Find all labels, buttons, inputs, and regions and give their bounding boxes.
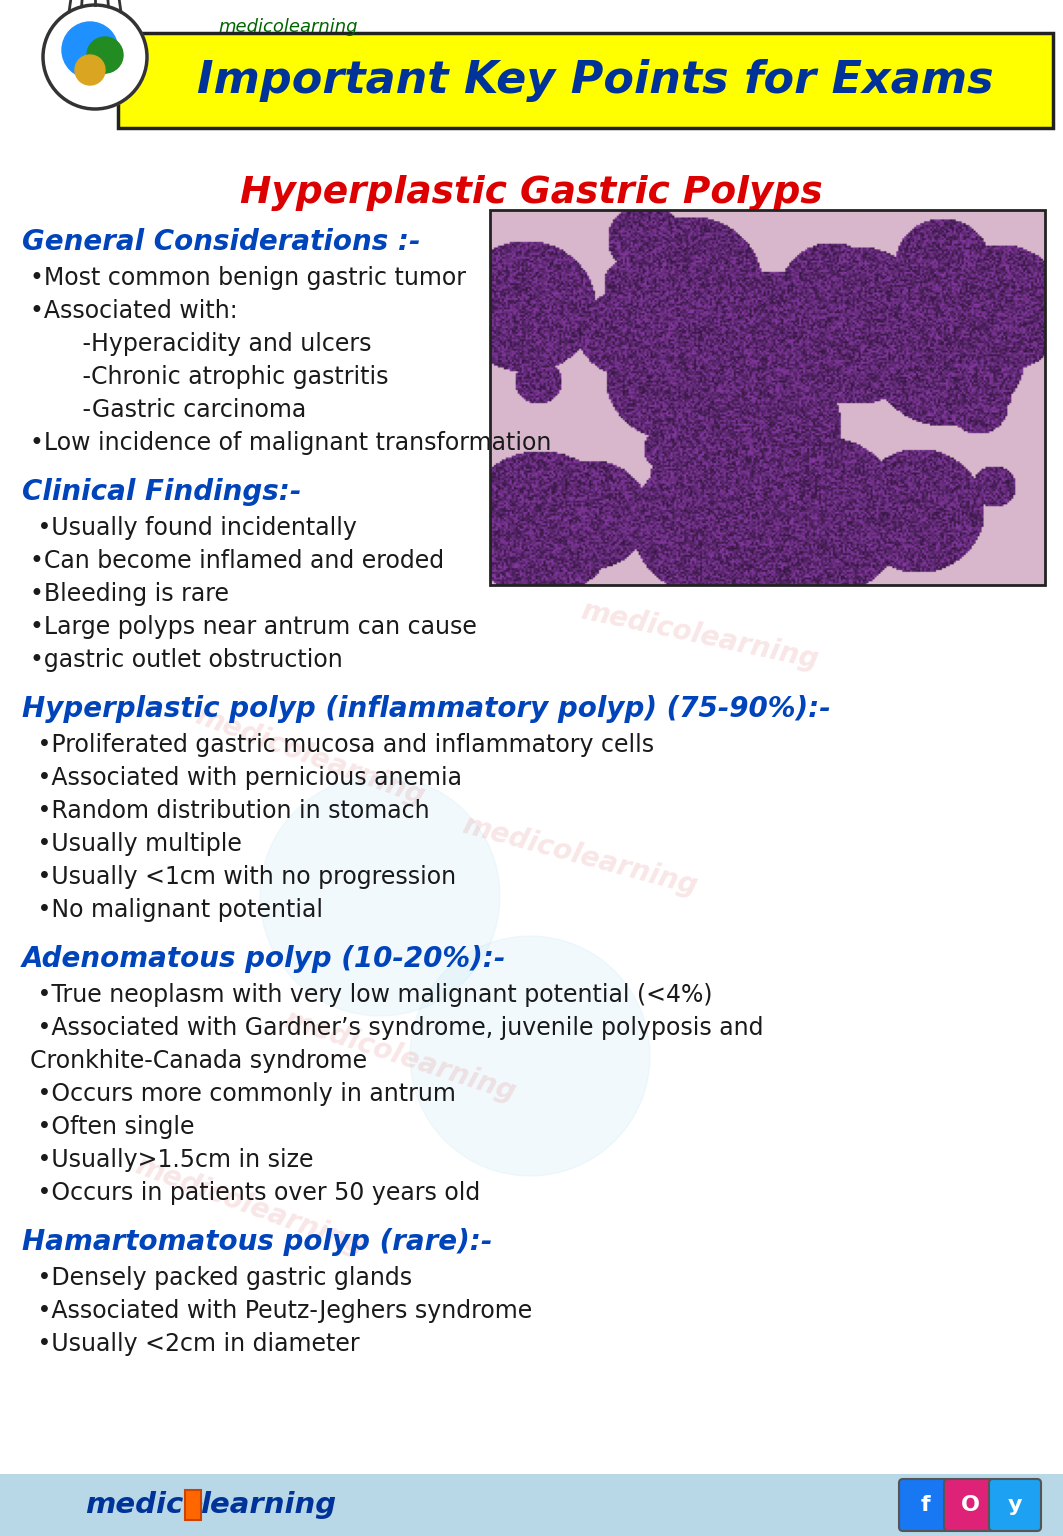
Text: -Gastric carcinoma: -Gastric carcinoma xyxy=(30,398,306,422)
Text: •Low incidence of malignant transformation: •Low incidence of malignant transformati… xyxy=(30,432,552,455)
Text: medicolearning: medicolearning xyxy=(578,598,822,674)
Text: •Usually <2cm in diameter: •Usually <2cm in diameter xyxy=(30,1332,359,1356)
Circle shape xyxy=(43,5,147,109)
Text: •Proliferated gastric mucosa and inflammatory cells: •Proliferated gastric mucosa and inflamm… xyxy=(30,733,654,757)
Bar xyxy=(185,1490,201,1521)
Text: learning: learning xyxy=(200,1491,336,1519)
Circle shape xyxy=(410,935,649,1177)
Text: •Usually multiple: •Usually multiple xyxy=(30,833,242,856)
Text: •Usually found incidentally: •Usually found incidentally xyxy=(30,516,357,541)
Text: •gastric outlet obstruction: •gastric outlet obstruction xyxy=(30,648,342,673)
Text: •Occurs more commonly in antrum: •Occurs more commonly in antrum xyxy=(30,1081,456,1106)
Bar xyxy=(0,1475,1063,1536)
Text: O: O xyxy=(961,1495,979,1514)
Text: medicolearning: medicolearning xyxy=(218,18,357,35)
Text: Hamartomatous polyp (rare):-: Hamartomatous polyp (rare):- xyxy=(22,1227,492,1256)
Circle shape xyxy=(87,37,123,74)
Text: medicolearning: medicolearning xyxy=(281,1005,520,1107)
Text: -Chronic atrophic gastritis: -Chronic atrophic gastritis xyxy=(30,366,388,389)
Text: medicolearning: medicolearning xyxy=(459,811,701,902)
Circle shape xyxy=(260,776,500,1015)
Text: medicolearning: medicolearning xyxy=(191,702,428,811)
Text: f: f xyxy=(921,1495,930,1514)
Circle shape xyxy=(62,22,118,78)
Text: •Associated with Gardner’s syndrome, juvenile polyposis and: •Associated with Gardner’s syndrome, juv… xyxy=(30,1015,763,1040)
Text: •Most common benign gastric tumor: •Most common benign gastric tumor xyxy=(30,266,466,290)
Text: General Considerations :-: General Considerations :- xyxy=(22,227,421,257)
Text: y: y xyxy=(1008,1495,1023,1514)
Text: Hyperplastic Gastric Polyps: Hyperplastic Gastric Polyps xyxy=(240,175,823,210)
Text: •Associated with pernicious anemia: •Associated with pernicious anemia xyxy=(30,766,462,790)
Text: •Usually <1cm with no progression: •Usually <1cm with no progression xyxy=(30,865,456,889)
Bar xyxy=(490,210,1045,585)
Text: •Random distribution in stomach: •Random distribution in stomach xyxy=(30,799,429,823)
Text: •Occurs in patients over 50 years old: •Occurs in patients over 50 years old xyxy=(30,1181,480,1206)
Text: •No malignant potential: •No malignant potential xyxy=(30,899,323,922)
Text: •True neoplasm with very low malignant potential (<4%): •True neoplasm with very low malignant p… xyxy=(30,983,712,1008)
FancyBboxPatch shape xyxy=(899,1479,951,1531)
Circle shape xyxy=(26,0,165,135)
FancyBboxPatch shape xyxy=(989,1479,1041,1531)
Text: Adenomatous polyp (10-20%):-: Adenomatous polyp (10-20%):- xyxy=(22,945,506,972)
Bar xyxy=(118,32,1053,127)
Text: •Usually>1.5cm in size: •Usually>1.5cm in size xyxy=(30,1147,314,1172)
Text: •Densely packed gastric glands: •Densely packed gastric glands xyxy=(30,1266,412,1290)
Text: Clinical Findings:-: Clinical Findings:- xyxy=(22,478,302,505)
Text: •Can become inflamed and eroded: •Can become inflamed and eroded xyxy=(30,548,444,573)
Text: •Bleeding is rare: •Bleeding is rare xyxy=(30,582,229,607)
Text: •Often single: •Often single xyxy=(30,1115,195,1140)
Text: •Large polyps near antrum can cause: •Large polyps near antrum can cause xyxy=(30,614,477,639)
Text: Hyperplastic polyp (inflammatory polyp) (75-90%):-: Hyperplastic polyp (inflammatory polyp) … xyxy=(22,694,831,723)
FancyBboxPatch shape xyxy=(944,1479,996,1531)
Text: •Associated with:: •Associated with: xyxy=(30,300,238,323)
Text: medico: medico xyxy=(85,1491,203,1519)
Text: •Associated with Peutz-Jeghers syndrome: •Associated with Peutz-Jeghers syndrome xyxy=(30,1299,533,1322)
Circle shape xyxy=(75,55,105,84)
Text: Important Key Points for Exams: Important Key Points for Exams xyxy=(198,58,994,101)
Text: medicolearning: medicolearning xyxy=(132,1152,369,1261)
Text: -Hyperacidity and ulcers: -Hyperacidity and ulcers xyxy=(30,332,371,356)
Text: Cronkhite-Canada syndrome: Cronkhite-Canada syndrome xyxy=(30,1049,367,1074)
